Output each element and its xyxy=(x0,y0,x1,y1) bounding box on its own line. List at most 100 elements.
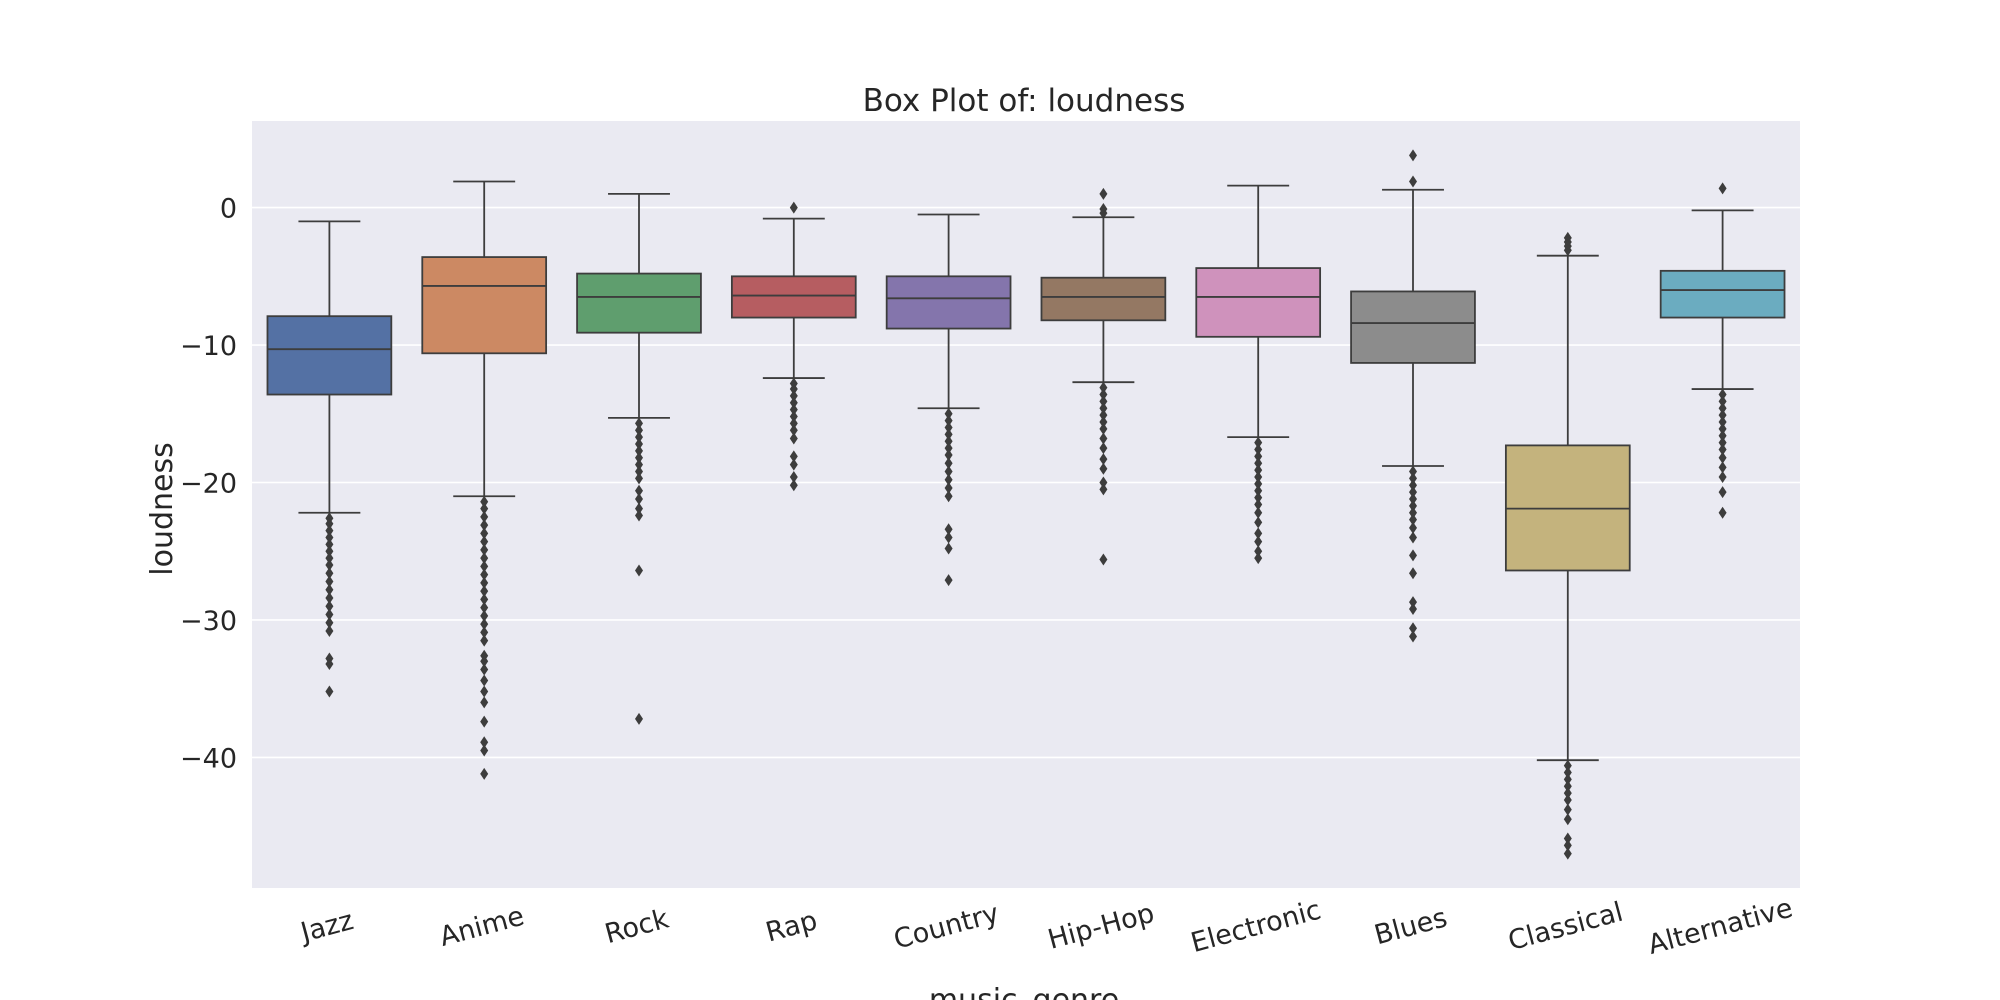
box-rock xyxy=(576,192,702,725)
outlier-point xyxy=(480,626,489,639)
outlier-point xyxy=(480,495,489,508)
outlier-point xyxy=(1254,491,1263,504)
x-tick-label: Hip-Hop xyxy=(1045,898,1158,956)
outlier-point xyxy=(1254,471,1263,484)
outlier-point xyxy=(944,442,953,455)
outlier-point xyxy=(635,458,643,471)
outlier-point xyxy=(1254,436,1263,449)
outlier-point xyxy=(1099,476,1108,489)
box-alternative xyxy=(1659,182,1786,519)
outlier-point xyxy=(1718,436,1727,449)
outlier-point xyxy=(1254,477,1263,490)
outlier-point xyxy=(1099,409,1108,422)
outlier-point xyxy=(635,417,643,430)
outlier-point xyxy=(1254,464,1263,477)
outlier-point xyxy=(944,407,953,420)
outlier-point xyxy=(789,410,798,423)
x-tick-label: Alternative xyxy=(1645,893,1796,961)
outlier-point xyxy=(325,591,334,604)
box-country xyxy=(885,213,1012,587)
outlier-point xyxy=(1409,531,1417,544)
outlier-point xyxy=(1409,521,1417,534)
outlier-point xyxy=(1409,493,1417,506)
outlier-point xyxy=(1718,471,1727,484)
y-tick-label: −20 xyxy=(180,469,237,500)
outlier-point xyxy=(1409,513,1417,526)
iqr-box xyxy=(266,315,393,396)
y-tick-label: 0 xyxy=(220,194,237,225)
iqr-box xyxy=(1659,269,1786,319)
outlier-point xyxy=(1563,847,1572,860)
outlier-point xyxy=(325,685,334,698)
outlier-point xyxy=(1718,388,1727,401)
outlier-point xyxy=(480,609,489,622)
outlier-point xyxy=(1254,506,1263,519)
outlier-point xyxy=(325,517,334,530)
outlier-point xyxy=(1099,442,1108,455)
outlier-point xyxy=(789,458,798,471)
outlier-point xyxy=(944,414,953,427)
outlier-point xyxy=(1254,552,1263,565)
outlier-point xyxy=(480,767,489,780)
outlier-point xyxy=(1718,409,1727,422)
outlier-point xyxy=(325,545,334,558)
outlier-point xyxy=(1718,443,1727,456)
iqr-box xyxy=(421,256,548,355)
outlier-point xyxy=(1409,479,1417,492)
outlier-point xyxy=(480,674,489,687)
outlier-point xyxy=(1563,244,1572,257)
outlier-point xyxy=(1099,483,1108,496)
outlier-point xyxy=(480,535,489,548)
outlier-point xyxy=(325,608,334,621)
box-hip-hop xyxy=(1040,187,1167,566)
outlier-point xyxy=(480,715,489,728)
outlier-point xyxy=(635,465,643,478)
outlier-point xyxy=(1563,780,1572,793)
x-axis-title: music_genre xyxy=(929,983,1119,1000)
outlier-point xyxy=(1563,832,1572,845)
outlier-point xyxy=(480,634,489,647)
outlier-point xyxy=(944,482,953,495)
outlier-point xyxy=(1409,602,1417,615)
outlier-point xyxy=(1718,402,1727,415)
box-jazz xyxy=(266,220,393,698)
outlier-point xyxy=(1563,766,1572,779)
outlier-point xyxy=(480,696,489,709)
outlier-point xyxy=(1409,549,1417,562)
outlier-point xyxy=(1409,506,1417,519)
iqr-box xyxy=(576,272,702,334)
outlier-point xyxy=(480,519,489,532)
outlier-point xyxy=(944,473,953,486)
outlier-point xyxy=(1718,486,1727,499)
iqr-box xyxy=(1195,267,1322,338)
outlier-point xyxy=(1254,527,1263,540)
box-electronic xyxy=(1195,184,1322,565)
outlier-point xyxy=(480,736,489,749)
outlier-point xyxy=(1099,187,1108,200)
iqr-box xyxy=(885,275,1012,330)
outlier-point xyxy=(1254,450,1263,463)
outlier-point xyxy=(480,543,489,556)
outlier-point xyxy=(480,593,489,606)
outlier-point xyxy=(789,389,798,402)
iqr-box xyxy=(730,275,857,319)
box-anime xyxy=(421,180,548,780)
outlier-point xyxy=(635,424,643,437)
outlier-point xyxy=(325,575,334,588)
outlier-point xyxy=(1409,622,1417,635)
outlier-point xyxy=(1409,149,1417,162)
box-series xyxy=(266,149,1786,860)
outlier-point xyxy=(325,531,334,544)
outlier-point xyxy=(480,655,489,668)
outlier-point xyxy=(480,744,489,757)
outlier-point xyxy=(1409,630,1417,643)
outlier-point xyxy=(635,509,643,522)
x-tick-label: Rap xyxy=(763,905,821,948)
outlier-point xyxy=(1718,422,1727,435)
outlier-point xyxy=(944,574,953,587)
x-tick-label: Electronic xyxy=(1188,895,1325,959)
box-blues xyxy=(1350,149,1476,643)
outlier-point xyxy=(944,542,953,555)
outlier-point xyxy=(944,490,953,503)
x-tick-label: Rock xyxy=(602,903,673,950)
